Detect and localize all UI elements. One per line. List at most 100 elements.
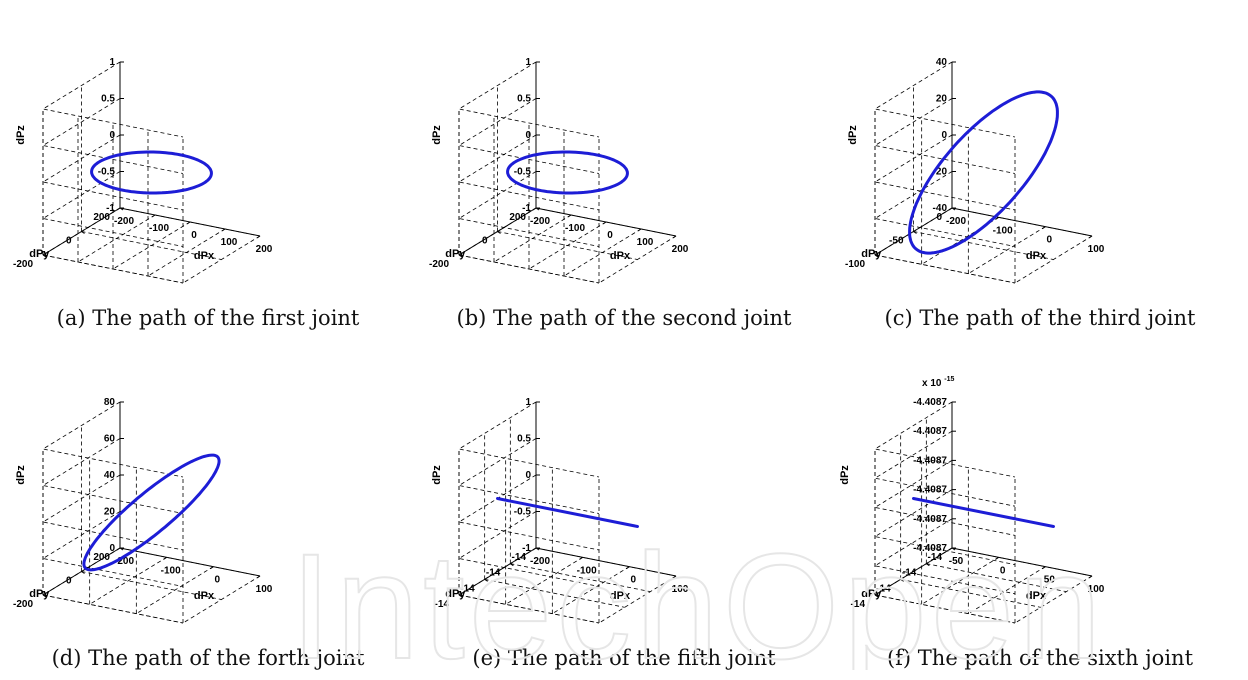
grid-line xyxy=(598,575,677,624)
x-tick-mark xyxy=(672,235,677,239)
z-tick-label: 1 xyxy=(525,397,531,408)
x-tick-label: 100 xyxy=(1088,244,1105,255)
z-axis-label: dPz xyxy=(15,125,27,145)
y-axis-label: dPy xyxy=(445,248,466,260)
y-tick-mark xyxy=(458,254,463,258)
grid-line xyxy=(484,578,625,608)
caption-e: (e) The path of the fifth joint xyxy=(472,646,776,670)
grid-line xyxy=(457,98,600,174)
grid-line xyxy=(873,518,1016,595)
z-tick-label: -1 xyxy=(522,203,531,214)
panel-d: -200 -100 0 100 -200 0 200 0 20 40 60 80 dPx dPy dPz (… xyxy=(0,340,416,680)
grid-line xyxy=(873,430,1016,507)
x-axis-label: dPx xyxy=(1026,590,1047,602)
z-tick-label: 0.5 xyxy=(517,94,531,105)
x-tick-mark xyxy=(1042,226,1046,230)
grid-line xyxy=(89,556,167,605)
z-tick-label: -20 xyxy=(933,167,948,178)
y-tick-label: -14 xyxy=(876,583,891,594)
x-tick-mark xyxy=(579,556,583,560)
grid-line xyxy=(41,401,184,478)
x-tick-mark xyxy=(948,547,953,551)
x-tick-mark xyxy=(116,207,121,211)
joint-path xyxy=(912,497,1055,528)
y-tick-mark xyxy=(81,571,85,574)
y-tick-label: 0 xyxy=(66,236,72,247)
z-tick-label: 0 xyxy=(525,130,531,141)
x-tick-mark xyxy=(602,221,607,225)
y-tick-mark xyxy=(484,578,488,582)
z-tick-label: -4.4087 xyxy=(913,514,947,525)
z-axis-label: dPz xyxy=(847,125,859,145)
panel-f: -50 0 50 100 -14 -14 -14 -14 -4.4087 -4.4087 -4.40… xyxy=(832,340,1248,680)
x-tick-mark xyxy=(637,228,642,232)
x-tick-mark xyxy=(672,575,677,579)
z-tick-label: -4.4087 xyxy=(913,397,947,408)
x-tick-label: -100 xyxy=(161,565,181,576)
grid-line xyxy=(968,566,1046,615)
y-tick-label: -200 xyxy=(13,599,33,610)
x-tick-mark xyxy=(532,547,537,551)
y-tick-label: -100 xyxy=(845,259,865,270)
caption-f: (f) The path of the sixth joint xyxy=(886,646,1194,670)
grid-line xyxy=(873,489,1016,565)
x-axis-label: dPx xyxy=(610,250,631,262)
z-tick-label: 0 xyxy=(109,543,115,554)
y-axis-line xyxy=(458,547,537,596)
grid-line xyxy=(552,566,630,615)
grid-line xyxy=(41,474,184,551)
y-tick-mark xyxy=(510,563,514,567)
caption-b: (b) The path of the second joint xyxy=(456,306,792,330)
grid-line xyxy=(900,578,1041,608)
x-axis-label: dPx xyxy=(194,250,215,262)
z-tick-label: -4.4087 xyxy=(913,455,947,466)
y-tick-mark xyxy=(874,594,879,598)
grid-line xyxy=(921,556,999,605)
grid-line xyxy=(926,563,1067,593)
y-tick-label: -14 xyxy=(435,599,450,610)
x-tick-mark xyxy=(256,575,261,579)
y-tick-mark xyxy=(42,254,47,258)
z-tick-label: -0.5 xyxy=(514,507,532,518)
grid-line xyxy=(873,401,1016,478)
grid-line xyxy=(457,134,600,211)
y-tick-mark xyxy=(926,563,930,567)
x-tick-label: -200 xyxy=(530,556,550,567)
y-tick-mark xyxy=(458,594,463,598)
x-tick-mark xyxy=(163,556,167,560)
x-tick-label: 0 xyxy=(215,575,221,586)
z-axis-multiplier: x 10 -15 xyxy=(922,376,954,389)
x-tick-mark xyxy=(256,235,261,239)
z-tick-label: -0.5 xyxy=(514,167,532,178)
y-tick-label: -14 xyxy=(486,568,501,579)
y-tick-label: -14 xyxy=(902,568,917,579)
caption-c: (c) The path of the third joint xyxy=(884,306,1196,330)
x-tick-label: 0 xyxy=(631,575,637,586)
z-tick-label: -40 xyxy=(933,203,948,214)
grid-line xyxy=(510,563,651,593)
x-tick-label: 0 xyxy=(607,230,613,241)
x-tick-mark xyxy=(210,566,214,570)
grid-line xyxy=(41,438,184,514)
y-axis-label: dPy xyxy=(861,588,882,600)
z-tick-label: 0 xyxy=(109,130,115,141)
z-tick-label: 40 xyxy=(936,57,948,68)
y-tick-label: 200 xyxy=(509,212,526,223)
z-tick-label: -0.5 xyxy=(98,167,116,178)
y-tick-label: 200 xyxy=(93,212,110,223)
x-axis-line xyxy=(951,207,1093,237)
x-tick-mark xyxy=(532,207,537,211)
z-axis-label: dPz xyxy=(431,125,443,145)
x-tick-mark xyxy=(1088,575,1093,579)
z-tick-label: 60 xyxy=(104,434,116,445)
grid-line xyxy=(1014,575,1093,624)
y-axis-label: dPy xyxy=(29,588,50,600)
y-tick-label: 0 xyxy=(482,236,488,247)
x-tick-mark xyxy=(151,214,156,218)
y-tick-mark xyxy=(913,231,917,234)
joint-path xyxy=(506,150,629,195)
y-tick-label: -50 xyxy=(889,236,904,247)
x-tick-label: 200 xyxy=(672,244,689,255)
